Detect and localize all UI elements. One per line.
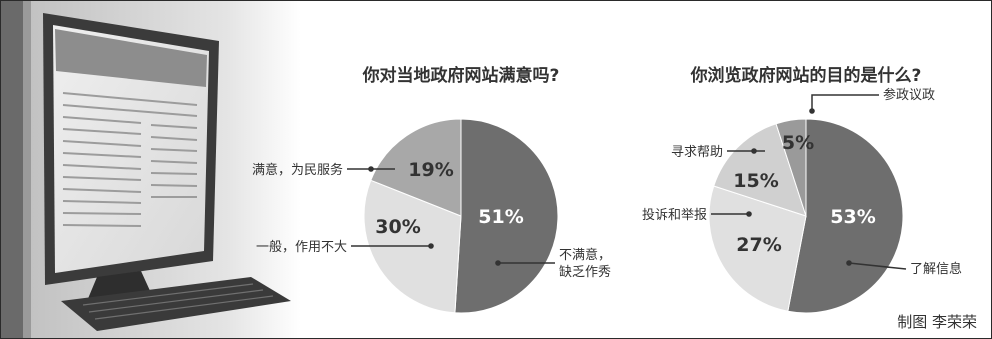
chart-1-value-label-2: 30% xyxy=(375,216,420,238)
chart-1-value-label-1: 51% xyxy=(478,206,523,228)
tower-strip xyxy=(23,1,31,338)
chart-2-slice-2 xyxy=(708,185,807,312)
tower-panel xyxy=(1,1,23,338)
chart-2-value-label-3: 15% xyxy=(733,170,778,192)
chart-2-leader-dot-3 xyxy=(751,148,757,154)
chart-2-value-label-4: 5% xyxy=(782,132,814,154)
chart-1-category-label-2: 一般，作用不大 xyxy=(256,239,347,255)
chart-1-slice-1 xyxy=(454,118,559,314)
chart-2-category-label-4: 参政议政 xyxy=(883,87,935,103)
chart-2-category-label-1: 了解信息 xyxy=(910,261,962,277)
chart-2-labels: 53% 了解信息 27% 投诉和举报 15% 寻求帮助 5% 参政议政 xyxy=(642,87,962,277)
chart-1-title: 你对当地政府网站满意吗? xyxy=(362,65,560,86)
chart-2-leader-dot-2 xyxy=(746,211,752,217)
pie-chart-purpose: 你浏览政府网站的目的是什么? 53% 了解信息 27% 投诉和举报 15% 寻求帮助 5% 参… xyxy=(642,65,962,314)
keyboard xyxy=(61,277,291,331)
chart-2-slices xyxy=(708,118,904,314)
chart-1-slice-3 xyxy=(370,118,462,217)
chart-2-leader-line-1 xyxy=(848,262,907,270)
screen-content-lines xyxy=(62,92,198,227)
chart-2-leader-dot-1 xyxy=(846,260,852,266)
chart-2-slice-3 xyxy=(713,123,807,217)
chart-credit: 制图 李荣荣 xyxy=(897,313,977,331)
chart-1-leader-dot-1 xyxy=(495,260,501,266)
computer-illustration xyxy=(1,1,301,338)
chart-1-category-label-3: 满意，为民服务 xyxy=(252,162,343,178)
chart-2-value-label-2: 27% xyxy=(736,234,781,256)
monitor-screen xyxy=(53,25,209,273)
screen-header xyxy=(55,29,207,87)
chart-2-slice-1 xyxy=(787,118,904,314)
chart-2-value-label-1: 53% xyxy=(830,206,875,228)
chart-2-title: 你浏览政府网站的目的是什么? xyxy=(690,65,922,86)
chart-1-leader-dot-3 xyxy=(368,166,374,172)
chart-1-category-label-1: 不满意，缺乏作秀 xyxy=(559,247,611,280)
keyboard-keys xyxy=(82,283,274,320)
chart-1-labels: 51% 不满意，缺乏作秀 30% 一般，作用不大 19% 满意，为民服务 xyxy=(252,159,611,280)
chart-1-value-label-3: 19% xyxy=(408,159,453,181)
pie-chart-satisfaction: 你对当地政府网站满意吗? 51% 不满意，缺乏作秀 30% 一般，作用不大 19% 满意，… xyxy=(252,65,611,314)
chart-2-leader-line-4 xyxy=(811,94,879,111)
chart-2-slice-4 xyxy=(775,118,807,217)
chart-2-category-label-3: 寻求帮助 xyxy=(671,145,723,160)
chart-2-leader-dot-4 xyxy=(809,108,815,114)
chart-2-category-label-2: 投诉和举报 xyxy=(642,207,707,223)
chart-1-leader-dot-2 xyxy=(428,243,434,249)
